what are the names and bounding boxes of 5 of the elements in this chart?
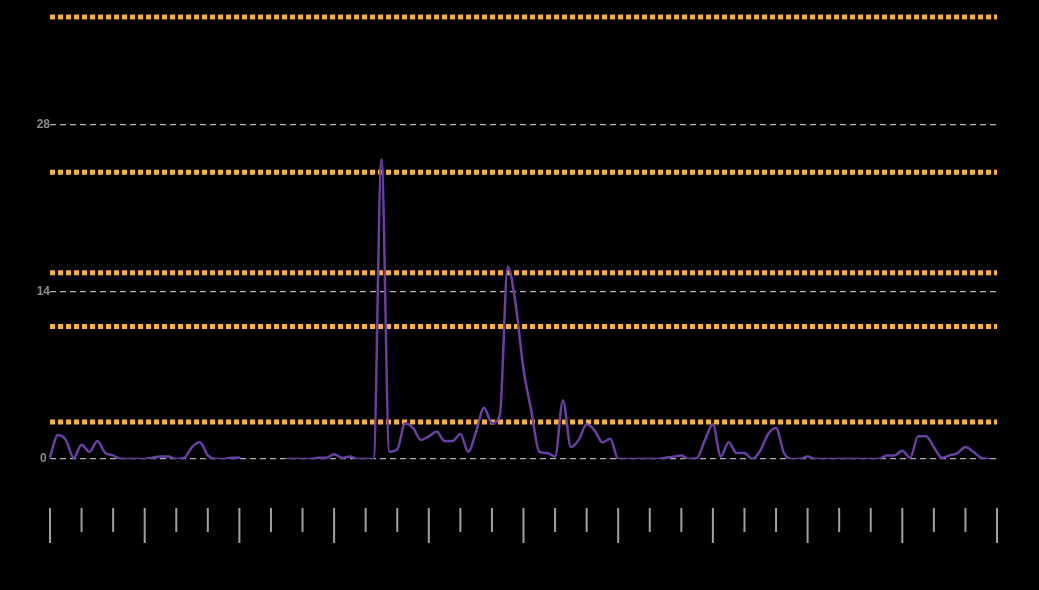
line-series <box>48 433 241 459</box>
y-tick-label: 14 <box>36 284 51 299</box>
line-series <box>285 157 991 459</box>
y-tick-label: 28 <box>36 116 51 131</box>
y-tick-label: 0 <box>39 451 47 466</box>
